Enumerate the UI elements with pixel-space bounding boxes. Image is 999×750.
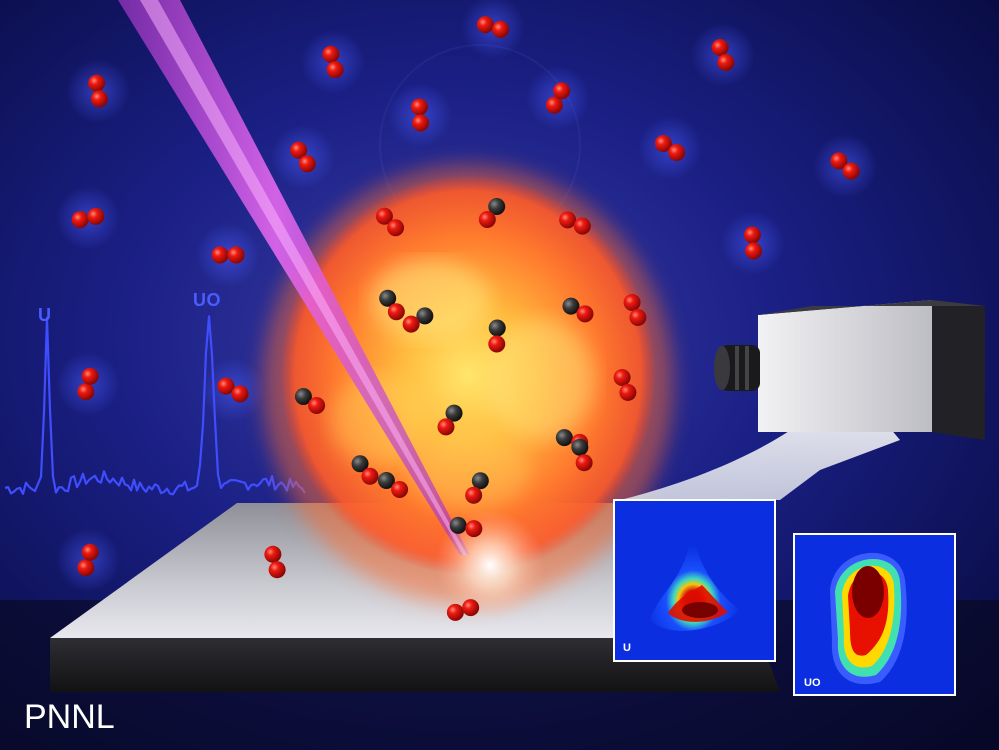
molecule: [377, 471, 409, 499]
molecule: [211, 246, 245, 264]
inset-u-label: U: [623, 642, 631, 654]
inset-uo-label: UO: [804, 677, 821, 689]
molecule: [830, 152, 860, 180]
molecule: [77, 543, 99, 577]
molecule: [77, 367, 99, 401]
molecule: [571, 438, 593, 472]
molecule: [322, 45, 344, 79]
inset-image-uo: [793, 533, 956, 696]
molecule: [264, 545, 286, 579]
camera: [620, 300, 985, 500]
camera-body: [758, 300, 932, 432]
molecule: [294, 387, 326, 415]
camera-side: [932, 300, 985, 440]
molecule: [449, 516, 483, 538]
molecule: [743, 226, 763, 260]
molecule: [437, 404, 463, 436]
inset-image-u: [613, 499, 776, 662]
spectrum-peak-uo-label: UO: [193, 290, 221, 310]
laser-impact-glow: [435, 510, 545, 620]
molecule: [613, 369, 637, 401]
molecule: [478, 198, 506, 228]
molecule: [654, 134, 686, 162]
molecule: [290, 141, 316, 173]
molecule: [351, 455, 379, 485]
molecules: [71, 16, 860, 621]
molecule: [71, 207, 105, 229]
molecule: [375, 207, 405, 237]
camera-lens: [720, 345, 760, 391]
molecule: [410, 98, 430, 132]
molecule: [488, 319, 506, 353]
molecule: [379, 289, 405, 321]
molecule: [217, 377, 249, 403]
molecule: [402, 307, 434, 333]
molecule: [623, 294, 647, 326]
molecule: [562, 297, 594, 323]
laser-beam: [118, 0, 470, 555]
molecule: [559, 211, 591, 235]
molecule: [545, 82, 571, 114]
image-credit: PNNL: [24, 698, 115, 736]
molecule: [711, 39, 735, 71]
molecule: [88, 74, 108, 108]
spectrum-peak-u-label: U: [38, 305, 52, 325]
molecule: [476, 16, 510, 38]
molecule: [465, 472, 489, 504]
spectrum-trace: [4, 315, 306, 496]
molecule: [446, 599, 480, 621]
